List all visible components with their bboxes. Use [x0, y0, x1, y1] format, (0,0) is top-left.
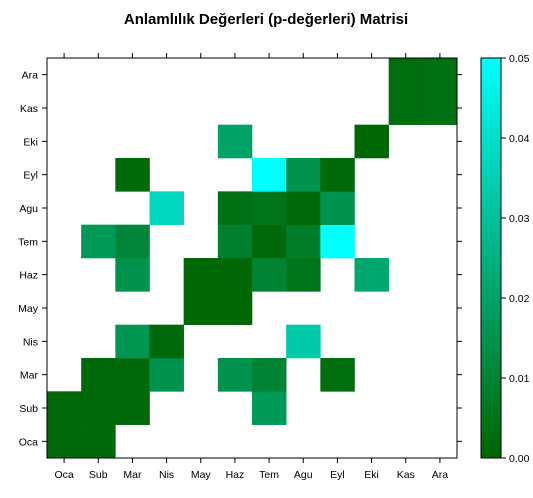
heatmap-cell-eki-haz: [354, 258, 389, 292]
y-tick-label: Eki: [23, 136, 38, 148]
x-tick-label: Oca: [54, 469, 73, 481]
heatmap-cell-mar-tem: [115, 224, 150, 259]
y-tick-label: Kas: [20, 103, 38, 115]
x-tick-label: May: [191, 469, 212, 481]
heatmap-cell-mar-eyl: [115, 158, 150, 192]
x-tick-label: Ara: [432, 469, 449, 481]
heatmap-cell-haz-may: [217, 291, 253, 325]
heatmap-cell-agu-tem: [286, 224, 321, 259]
y-tick-label: Sub: [19, 403, 38, 415]
heatmap-cell-sub-tem: [81, 224, 116, 259]
heatmap-cell-ara-kas: [422, 91, 458, 125]
heatmap-cell-tem-eyl: [252, 158, 287, 192]
y-tick-label: Tem: [18, 236, 38, 248]
colorbar-tick-label: 0.02: [509, 293, 530, 305]
colorbar: [480, 57, 502, 459]
x-tick-label: Sub: [89, 469, 108, 481]
y-tick-label: Eyl: [23, 170, 38, 182]
heatmap-cell-sub-sub: [81, 391, 116, 425]
heatmap-cell-eyl-tem: [320, 224, 355, 259]
y-tick-label: May: [18, 303, 39, 315]
y-tick-label: Haz: [19, 270, 38, 282]
y-tick-label: Nis: [23, 336, 38, 348]
heatmap-cell-mar-mar: [115, 358, 150, 392]
heatmap-cell-ara-ara: [422, 58, 458, 92]
heatmap-cell-agu-eyl: [286, 158, 321, 192]
heatmap-cell-eki-eki: [354, 124, 389, 159]
heatmap-cell-haz-haz: [217, 258, 253, 292]
heatmap-cell-mar-nis: [115, 324, 150, 359]
y-tick-label: Oca: [19, 436, 38, 448]
heatmap-cell-may-haz: [183, 258, 219, 292]
colorbar-tick-label: 0.04: [509, 133, 530, 145]
x-axis: Oca Sub Mar Nis May Haz Tem Agu Eyl Eki Kas Ara: [54, 53, 448, 481]
heatmap-cell-eyl-mar: [320, 358, 355, 392]
colorbar-axis: 0.00 0.01 0.02 0.03 0.04 0.05: [501, 53, 530, 465]
y-axis: Oca Sub Mar Nis May Haz Tem Agu Eyl Eki Kas Ara: [18, 70, 462, 448]
heatmap-cell-may-may: [183, 291, 219, 325]
x-tick-label: Haz: [226, 469, 245, 481]
heatmap-cell-kas-kas: [388, 91, 424, 125]
heatmap-cell-oca-oca: [47, 424, 82, 459]
heatmap-cell-tem-sub: [252, 391, 287, 425]
heatmap-cell-haz-mar: [217, 358, 253, 392]
heatmap-cell-tem-mar: [252, 358, 287, 392]
colorbar-tick-label: 0.01: [509, 373, 530, 385]
x-tick-label: Agu: [294, 469, 313, 481]
heatmap-cell-sub-mar: [81, 358, 116, 392]
colorbar-tick-label: 0.05: [509, 53, 530, 65]
plot-frame: [46, 57, 458, 459]
heatmap-cell-eyl-agu: [320, 191, 355, 225]
heatmap-cell-tem-tem: [252, 224, 287, 259]
heatmap-cell-nis-mar: [149, 358, 184, 392]
heatmap-cell-mar-sub: [115, 391, 150, 425]
heatmap-cell-sub-oca: [81, 424, 116, 459]
heatmap-cell-eyl-eyl: [320, 158, 355, 192]
colorbar-tick-label: 0.03: [509, 213, 530, 225]
heatmap-cell-nis-nis: [149, 324, 184, 359]
heatmap-cell-kas-ara: [388, 58, 424, 92]
heatmap-cell-agu-haz: [286, 258, 321, 292]
heatmap-cell-nis-agu: [149, 191, 184, 225]
heatmap-cell-haz-tem: [217, 224, 253, 259]
heatmap-cell-mar-haz: [115, 258, 150, 292]
heatmap-cell-agu-nis: [286, 324, 321, 359]
y-tick-label: Mar: [20, 370, 39, 382]
heatmap-cells: [47, 58, 458, 459]
y-tick-label: Ara: [22, 70, 39, 82]
x-tick-label: Tem: [259, 469, 279, 481]
chart-title: Anlamlılık Değerleri (p-değerleri) Matri…: [124, 11, 408, 28]
x-tick-label: Eyl: [330, 469, 345, 481]
x-tick-label: Mar: [123, 469, 142, 481]
heatmap-cell-haz-agu: [217, 191, 253, 225]
heatmap-cell-tem-haz: [252, 258, 287, 292]
colorbar-tick-label: 0.00: [509, 453, 530, 465]
heatmap-cell-tem-agu: [252, 191, 287, 225]
y-tick-label: Agu: [19, 203, 38, 215]
heatmap-cell-oca-sub: [47, 391, 82, 425]
x-tick-label: Kas: [397, 469, 415, 481]
x-tick-label: Eki: [364, 469, 379, 481]
heatmap-cell-haz-eki: [217, 124, 253, 159]
x-tick-label: Nis: [159, 469, 174, 481]
heatmap-cell-agu-agu: [286, 191, 321, 225]
